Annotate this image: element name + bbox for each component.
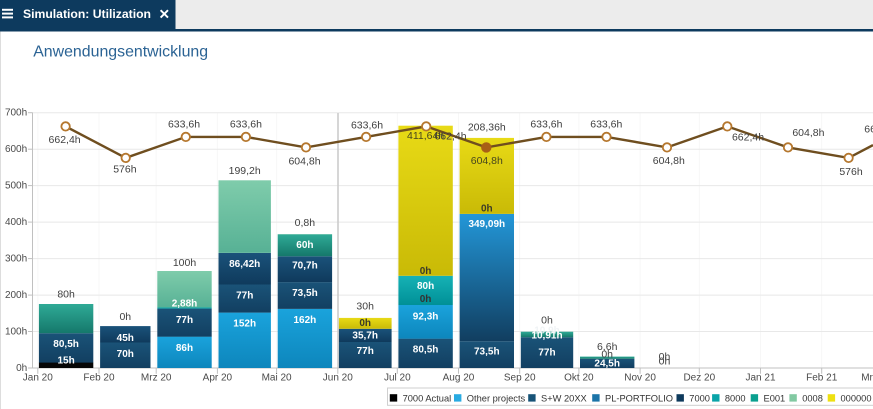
svg-text:80h: 80h (57, 288, 75, 300)
svg-text:S+W 20XX: S+W 20XX (541, 393, 587, 403)
svg-text:Other projects: Other projects (467, 393, 526, 403)
svg-text:10,9h: 10,9h (534, 325, 560, 336)
svg-text:600h: 600h (5, 144, 27, 155)
svg-text:PL-PORTFOLIO: PL-PORTFOLIO (605, 393, 673, 403)
svg-text:Feb 20: Feb 20 (83, 372, 115, 383)
svg-text:7000: 7000 (689, 393, 710, 403)
svg-text:Feb 21: Feb 21 (806, 372, 838, 383)
svg-text:77h: 77h (538, 347, 555, 358)
svg-text:700h: 700h (5, 108, 27, 119)
svg-text:300h: 300h (5, 254, 27, 265)
svg-text:15h: 15h (57, 355, 74, 366)
svg-text:0h: 0h (420, 294, 432, 305)
svg-text:0h: 0h (659, 351, 671, 363)
svg-text:400h: 400h (5, 217, 27, 228)
svg-text:92,3h: 92,3h (413, 311, 439, 322)
svg-text:0h: 0h (541, 314, 553, 326)
svg-text:0h: 0h (601, 349, 613, 361)
svg-text:633,6h: 633,6h (230, 119, 262, 131)
svg-text:Jul 20: Jul 20 (384, 372, 411, 383)
svg-text:77h: 77h (357, 346, 374, 357)
svg-text:Aug 20: Aug 20 (443, 372, 475, 383)
svg-text:E001: E001 (764, 393, 786, 403)
svg-text:000000: 000000 (841, 393, 872, 403)
svg-text:0h: 0h (659, 356, 671, 368)
svg-text:349,09h: 349,09h (468, 219, 505, 230)
svg-text:2,88h: 2,88h (172, 299, 198, 310)
svg-text:0,8h: 0,8h (295, 217, 316, 229)
svg-text:Mrz 21: Mrz 21 (861, 372, 873, 383)
svg-text:60h: 60h (296, 240, 313, 251)
svg-text:199,2h: 199,2h (229, 165, 261, 177)
svg-text:Simulation: Utilization: Simulation: Utilization (23, 7, 151, 21)
svg-text:8000: 8000 (725, 393, 746, 403)
svg-text:576h: 576h (839, 166, 863, 178)
svg-text:604,8h: 604,8h (792, 127, 824, 139)
svg-text:0h: 0h (119, 311, 131, 323)
svg-text:86,42h: 86,42h (229, 259, 260, 270)
svg-text:633,6h: 633,6h (590, 119, 622, 131)
svg-text:Apr 20: Apr 20 (203, 372, 233, 383)
svg-text:77h: 77h (236, 291, 253, 302)
svg-text:45h: 45h (117, 333, 134, 344)
svg-text:70,7h: 70,7h (292, 261, 318, 272)
svg-text:77h: 77h (176, 315, 193, 326)
svg-text:24,5h: 24,5h (594, 358, 620, 369)
svg-text:80,5h: 80,5h (53, 339, 79, 350)
svg-text:Dez 20: Dez 20 (683, 372, 715, 383)
svg-text:662,4h: 662,4h (49, 134, 81, 146)
svg-text:100h: 100h (173, 257, 197, 269)
svg-text:200h: 200h (5, 290, 27, 301)
svg-text:162h: 162h (294, 315, 317, 326)
svg-text:576h: 576h (113, 163, 137, 175)
svg-text:411,64h: 411,64h (407, 130, 444, 142)
svg-text:633,6h: 633,6h (530, 119, 562, 131)
svg-text:152h: 152h (233, 319, 256, 330)
svg-text:30h: 30h (356, 301, 374, 313)
svg-text:73,5h: 73,5h (292, 288, 318, 299)
svg-text:80h: 80h (417, 281, 434, 292)
svg-text:604,8h: 604,8h (653, 155, 685, 167)
svg-text:604,8h: 604,8h (471, 155, 503, 167)
svg-text:0008: 0008 (802, 393, 823, 403)
svg-text:500h: 500h (5, 181, 27, 192)
svg-text:Jun 20: Jun 20 (323, 372, 353, 383)
svg-text:Anwendungsentwicklung: Anwendungsentwicklung (33, 44, 208, 61)
svg-text:Mai 20: Mai 20 (262, 372, 292, 383)
svg-text:662,4h: 662,4h (434, 131, 466, 143)
svg-text:633,6h: 633,6h (168, 119, 200, 131)
svg-text:80,5h: 80,5h (413, 344, 439, 355)
svg-text:662,4h: 662,4h (864, 124, 873, 136)
svg-text:Okt 20: Okt 20 (564, 372, 594, 383)
svg-text:0h: 0h (420, 266, 432, 277)
svg-text:6,6h: 6,6h (597, 341, 618, 353)
svg-text:Jan 21: Jan 21 (745, 372, 775, 383)
svg-text:73,5h: 73,5h (474, 346, 500, 357)
svg-text:35,7h: 35,7h (352, 331, 378, 342)
svg-text:Jan 20: Jan 20 (23, 372, 53, 383)
svg-text:Sep 20: Sep 20 (504, 372, 536, 383)
svg-text:0h: 0h (16, 363, 27, 374)
svg-text:86h: 86h (176, 343, 193, 354)
svg-text:Nov 20: Nov 20 (624, 372, 656, 383)
svg-text:662,4h: 662,4h (732, 132, 764, 144)
svg-text:208,36h: 208,36h (468, 121, 506, 133)
svg-text:Mrz 20: Mrz 20 (141, 372, 172, 383)
svg-text:7000 Actual: 7000 Actual (403, 393, 452, 403)
svg-text:70h: 70h (117, 349, 134, 360)
svg-text:100h: 100h (5, 327, 27, 338)
svg-text:633,6h: 633,6h (351, 119, 383, 131)
svg-text:0h: 0h (481, 204, 493, 215)
svg-text:604,8h: 604,8h (288, 155, 320, 167)
svg-text:0h: 0h (359, 318, 371, 329)
svg-text:10,91h: 10,91h (531, 331, 562, 342)
